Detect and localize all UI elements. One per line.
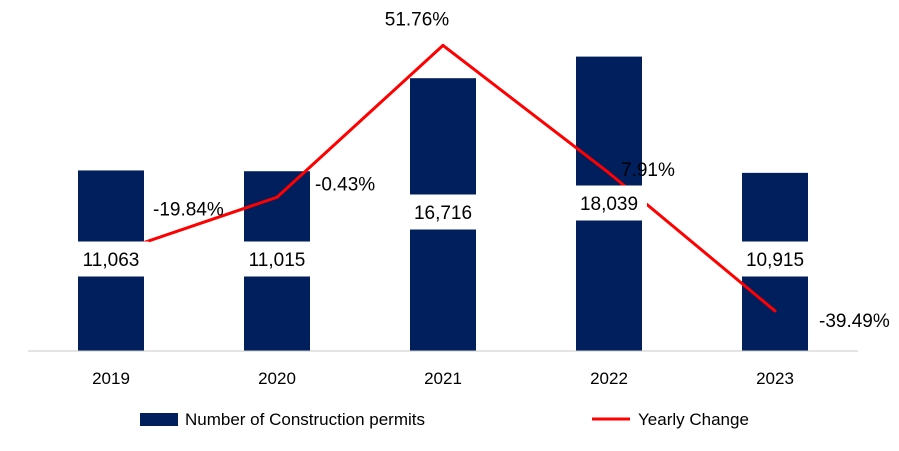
yearly-change-point-2023 — [773, 309, 777, 313]
bar-labels-group: 11,063 11,015 16,716 18,039 10,915 — [73, 185, 813, 277]
yearly-change-label-2022: 7.91% — [621, 160, 675, 181]
legend-label-permits: Number of Construction permits — [185, 410, 425, 429]
bar-label-box-2019 — [73, 241, 149, 277]
change-labels-group: -19.84% -0.43% 51.76% 7.91% -39.49% — [153, 9, 890, 332]
yearly-change-point-2022 — [607, 171, 611, 175]
x-tick-2022: 2022 — [590, 369, 628, 388]
yearly-change-label-2020: -0.43% — [315, 174, 375, 195]
bar-value-label-2022: 18,039 — [580, 194, 638, 215]
x-tick-2021: 2021 — [424, 369, 462, 388]
yearly-change-label-2021: 51.76% — [385, 9, 450, 30]
bar-value-label-2021: 16,716 — [414, 203, 472, 224]
legend-swatch-permits — [140, 413, 178, 426]
x-tick-labels-group: 2019 2020 2021 2022 2023 — [92, 369, 794, 388]
yearly-change-point-2021 — [441, 43, 445, 47]
yearly-change-point-2020 — [275, 195, 279, 199]
bar-label-box-2023 — [737, 241, 813, 277]
x-tick-2023: 2023 — [756, 369, 794, 388]
bar-label-box-2020 — [239, 241, 315, 277]
yearly-change-label-2023: -39.49% — [819, 311, 890, 332]
legend-label-yearly-change: Yearly Change — [638, 410, 749, 429]
bar-value-label-2020: 11,015 — [249, 250, 306, 271]
yearly-change-label-2019: -19.84% — [153, 200, 224, 221]
legend: Number of Construction permits Yearly Ch… — [140, 410, 749, 429]
x-tick-2019: 2019 — [92, 369, 130, 388]
bar-label-box-2021 — [405, 194, 481, 230]
x-tick-2020: 2020 — [258, 369, 296, 388]
bar-value-label-2019: 11,063 — [83, 250, 140, 271]
bar-label-box-2022 — [571, 185, 647, 221]
bar-value-label-2023: 10,915 — [746, 250, 804, 271]
